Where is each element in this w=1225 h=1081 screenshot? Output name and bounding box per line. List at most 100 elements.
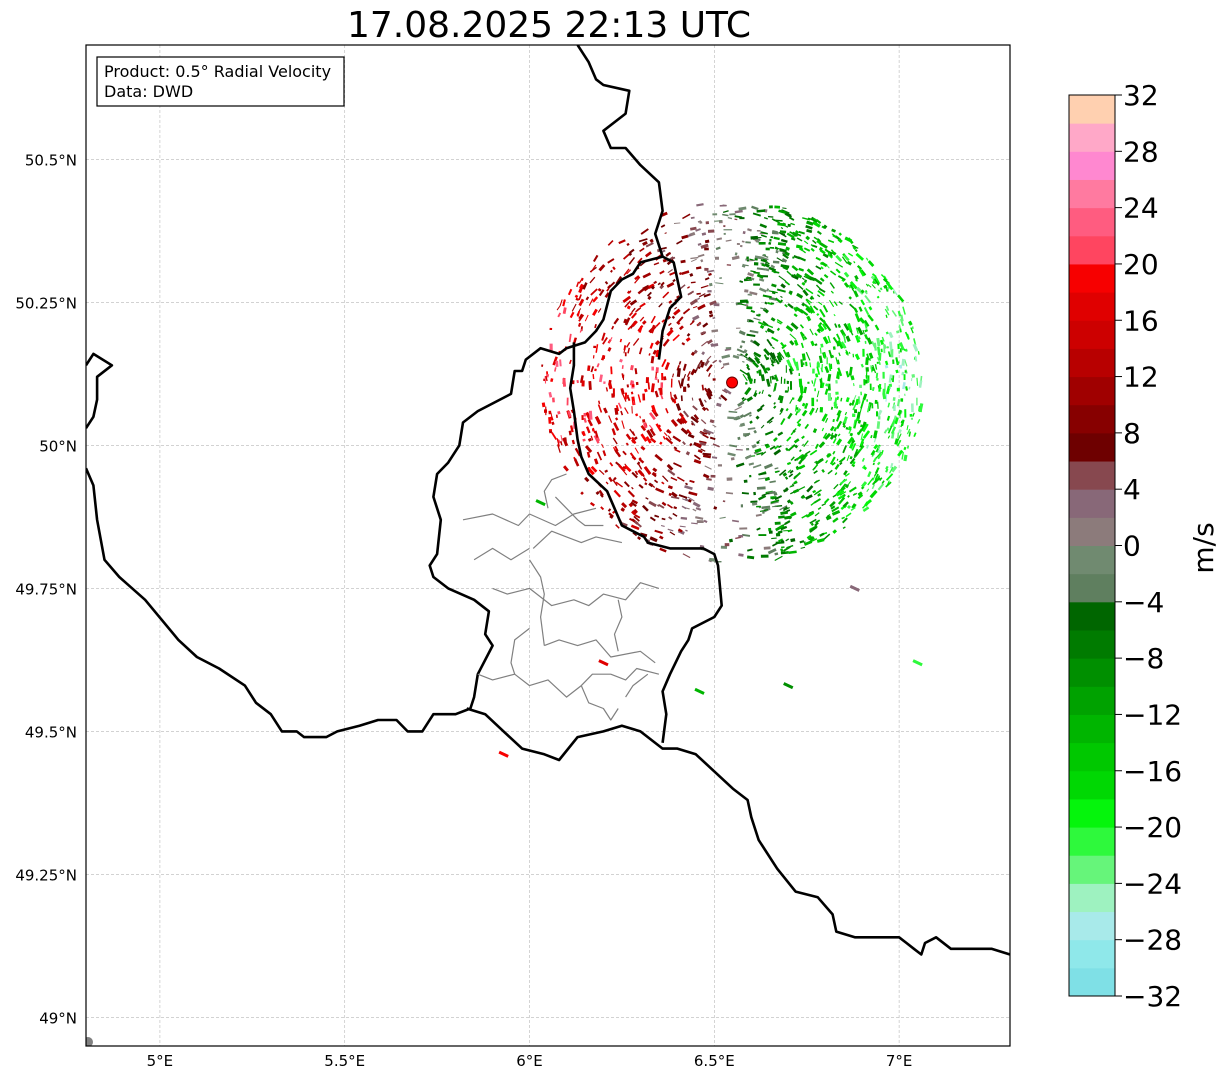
echo-cell (793, 306, 798, 312)
echo-cell (642, 393, 646, 401)
echo-cell (621, 393, 627, 402)
echo-cell (635, 307, 642, 313)
echo-cell (898, 326, 901, 329)
echo-cell (779, 407, 784, 413)
echo-cell (603, 407, 608, 414)
echo-cell (604, 291, 610, 299)
echo-cell (688, 491, 691, 494)
echo-cell (862, 506, 870, 513)
echo-cell (548, 391, 553, 398)
echo-cell (873, 444, 879, 450)
echo-cell (810, 409, 813, 416)
echo-cell (851, 440, 856, 444)
echo-cell (753, 392, 758, 398)
echo-cell (816, 230, 822, 235)
lon-tick-label: 6.5°E (694, 1052, 735, 1070)
echo-cell (599, 493, 604, 498)
echo-cell (813, 277, 823, 285)
echo-cell (654, 453, 663, 462)
echo-cell (771, 346, 775, 350)
echo-cell (785, 551, 789, 554)
echo-cell (678, 272, 682, 276)
echo-cell (764, 443, 769, 447)
echo-cell (658, 302, 663, 308)
echo-cell (851, 244, 855, 248)
echo-cell (609, 462, 614, 467)
echo-cell (753, 354, 760, 361)
echo-cell (855, 252, 865, 261)
echo-cell (638, 483, 644, 489)
echo-cell (809, 536, 815, 542)
echo-cell (598, 469, 605, 475)
echo-cell (860, 299, 866, 306)
echo-cell (782, 253, 789, 260)
echo-cell (812, 220, 821, 228)
echo-cell (690, 256, 699, 260)
echo-cell (640, 287, 647, 292)
echo-cell (746, 555, 755, 560)
echo-cell (863, 379, 866, 386)
echo-cell (904, 359, 908, 367)
echo-cell (777, 222, 786, 227)
echo-cell (742, 373, 748, 382)
echo-cell (787, 469, 792, 474)
echo-cell (860, 433, 864, 441)
echo-cell (626, 269, 632, 275)
echo-cell (828, 349, 833, 359)
echo-cell (785, 487, 789, 491)
echo-cell (593, 345, 597, 349)
echo-cell (852, 383, 855, 387)
echo-cell (857, 419, 862, 424)
echo-cell (709, 300, 717, 306)
echo-cell (848, 296, 852, 300)
echo-cell (849, 457, 856, 465)
echo-cell (625, 433, 632, 441)
echo-cell (630, 364, 634, 371)
echo-cell (775, 532, 781, 537)
echo-cell (812, 244, 818, 248)
echo-cell (871, 284, 876, 289)
echo-cell (787, 386, 790, 392)
echo-cell (897, 409, 903, 416)
echo-cell (686, 370, 691, 378)
echo-cell (833, 314, 836, 317)
echo-cell (670, 491, 678, 498)
echo-cell (739, 414, 745, 419)
echo-cell (708, 272, 712, 277)
echo-cell (774, 374, 779, 382)
colorbar-segment (1069, 404, 1115, 434)
echo-cell (747, 293, 753, 296)
echo-cell (762, 510, 765, 514)
echo-cell (804, 423, 810, 430)
echo-cell (800, 494, 805, 499)
colorbar-segment (1069, 292, 1115, 321)
echo-cell (828, 363, 832, 372)
echo-cell (739, 345, 743, 349)
echo-cell (827, 335, 831, 344)
echo-cell (860, 363, 864, 368)
echo-cell (912, 412, 915, 417)
echo-cell (780, 341, 786, 349)
echo-cell (842, 526, 846, 529)
echo-cell (628, 502, 633, 508)
echo-cell (797, 395, 803, 403)
echo-cell (828, 299, 835, 308)
echo-cell (598, 289, 605, 297)
echo-cell (816, 366, 821, 375)
echo-cell (735, 536, 741, 540)
echo-cell (916, 397, 918, 406)
echo-cell (871, 386, 875, 392)
echo-cell (666, 328, 674, 337)
echo-cell (790, 538, 796, 543)
echo-cell (790, 322, 799, 330)
echo-cell (650, 315, 656, 324)
echo-cell (865, 357, 869, 366)
echo-cell (592, 308, 598, 316)
echo-cell (825, 383, 829, 387)
echo-cell (749, 258, 754, 261)
echo-cell (771, 375, 775, 380)
echo-cell (773, 358, 776, 364)
echo-cell (698, 293, 706, 298)
echo-cell (612, 266, 616, 271)
echo-cell (706, 364, 713, 372)
